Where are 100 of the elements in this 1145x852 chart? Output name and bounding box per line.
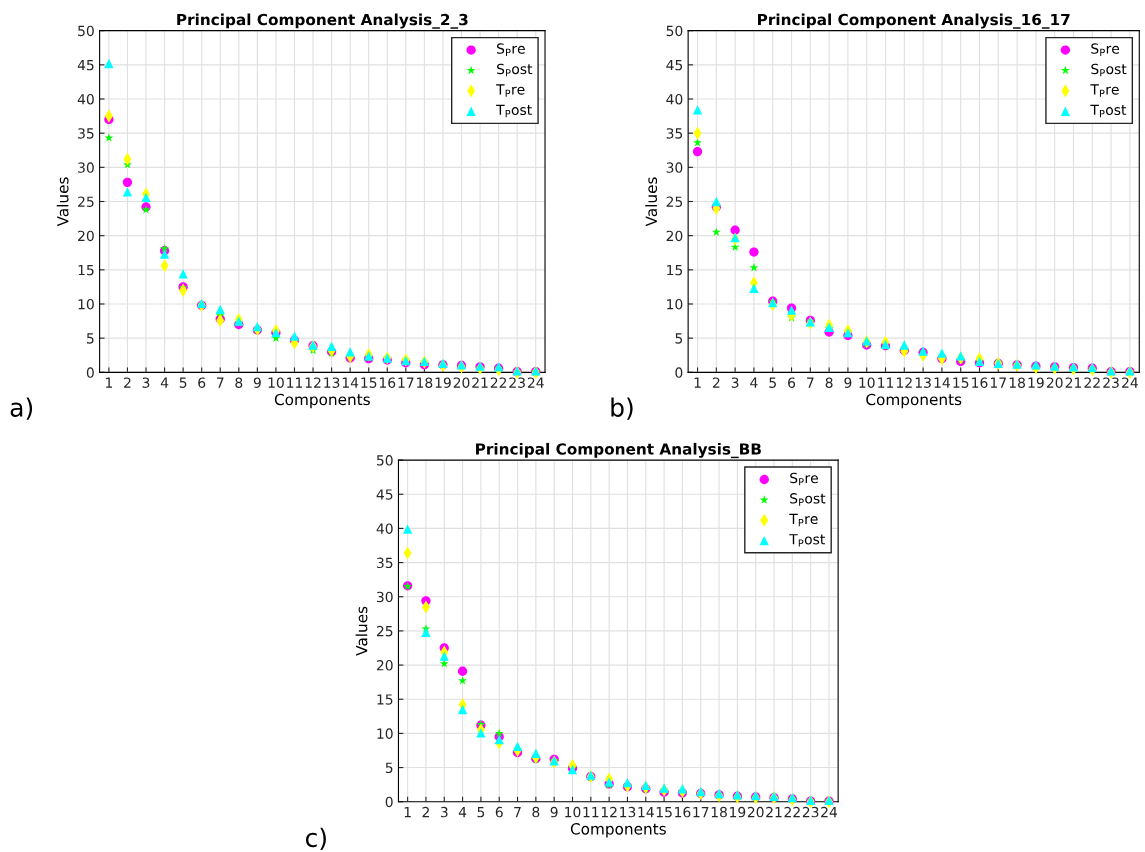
x-tick-label: 11 xyxy=(583,807,599,818)
x-tick-label: 13 xyxy=(915,377,931,388)
y-tick-label: 40 xyxy=(666,93,683,105)
x-tick-label: 8 xyxy=(532,806,540,818)
x-tick-label: 13 xyxy=(324,377,340,388)
x-tick-label: 7 xyxy=(514,807,521,818)
x-tick-label: 6 xyxy=(198,377,206,388)
x-tick-label: 15 xyxy=(361,377,377,388)
x-tick-label: 24 xyxy=(527,377,544,388)
x-tick-label: 19 xyxy=(435,377,451,388)
x-tick-label: 8 xyxy=(235,377,243,388)
x-tick-label: 6 xyxy=(788,377,796,388)
legend-label: S$_{P}$re xyxy=(790,472,818,486)
x-tick-label: 16 xyxy=(379,377,396,388)
x-tick-label: 9 xyxy=(550,806,558,818)
y-tick-label: 25 xyxy=(666,196,683,207)
x-tick-label: 9 xyxy=(253,377,261,388)
y-tick-label: 40 xyxy=(77,93,94,105)
x-tick-label: 15 xyxy=(656,807,672,818)
x-tick-label: 15 xyxy=(953,377,969,388)
x-tick-label: 4 xyxy=(160,377,169,388)
x-tick-label: 8 xyxy=(825,377,833,388)
x-tick-label: 21 xyxy=(472,377,488,388)
x-tick-label: 2 xyxy=(124,377,131,388)
x-tick-label: 21 xyxy=(766,806,782,818)
x-tick-label: 22 xyxy=(784,806,800,818)
x-tick-label: 18 xyxy=(711,806,727,818)
x-tick-label: 6 xyxy=(495,806,503,818)
x-tick-label: 22 xyxy=(1084,377,1100,388)
text: b) xyxy=(611,397,633,420)
y-tick-label: 5 xyxy=(675,333,683,344)
x-tick-label: 14 xyxy=(638,807,654,818)
x-tick-label: 10 xyxy=(268,377,284,388)
y-tick-label: 15 xyxy=(78,264,94,276)
legend-label: S$_{P}$re xyxy=(497,43,525,56)
x-tick-label: 9 xyxy=(844,377,852,388)
chart-title: Principal Component Analysis_16_17 xyxy=(758,13,1070,29)
x-tick-label: 10 xyxy=(565,806,581,818)
x-tick-label: 23 xyxy=(802,806,819,818)
y-tick-label: 30 xyxy=(376,591,393,603)
x-tick-label: 7 xyxy=(807,377,814,388)
y-tick-label: 25 xyxy=(78,196,94,207)
x-tick-label: 5 xyxy=(179,377,187,388)
y-tick-label: 15 xyxy=(667,264,683,276)
y-tick-label: 45 xyxy=(77,59,94,71)
x-tick-label: 4 xyxy=(750,377,758,388)
text: c) xyxy=(305,827,326,851)
x-tick-label: 18 xyxy=(1009,377,1025,388)
legend-label: T$_{P}$ost xyxy=(496,104,532,118)
y-tick-label: 25 xyxy=(376,625,393,637)
y-tick-label: 40 xyxy=(376,523,393,534)
x-tick-label: 20 xyxy=(747,806,764,818)
y-tick-label: 30 xyxy=(666,162,683,173)
y-tick-label: 35 xyxy=(78,128,94,139)
y-tick-label: 0 xyxy=(86,367,94,378)
x-axis-title: Components xyxy=(866,393,962,409)
x-tick-label: 3 xyxy=(142,377,150,388)
x-tick-label: 17 xyxy=(398,377,414,388)
x-tick-label: 2 xyxy=(712,377,720,388)
y-axis-title: Values xyxy=(56,177,69,227)
y-tick-label: 15 xyxy=(377,694,393,705)
x-tick-label: 23 xyxy=(509,377,525,388)
x-tick-label: 12 xyxy=(897,377,912,388)
y-tick-label: 5 xyxy=(86,333,94,344)
x-tick-label: 4 xyxy=(458,807,467,818)
y-tick-label: 20 xyxy=(376,660,393,671)
chart-title: Principal Component Analysis_2_3 xyxy=(177,13,468,29)
x-tick-label: 1 xyxy=(106,377,113,388)
y-tick-label: 35 xyxy=(666,128,683,139)
x-tick-label: 11 xyxy=(287,377,303,388)
x-tick-label: 5 xyxy=(769,377,776,388)
x-tick-label: 18 xyxy=(417,377,433,388)
y-tick-label: 20 xyxy=(78,230,94,242)
x-tick-label: 20 xyxy=(1046,377,1063,388)
x-tick-label: 11 xyxy=(878,377,894,388)
y-axis-title: Values xyxy=(645,177,658,227)
legend-label: T$_{P}$re xyxy=(1090,84,1119,97)
legend-label: T$_{P}$ost xyxy=(789,534,825,547)
y-tick-label: 10 xyxy=(667,298,683,310)
x-tick-label: 19 xyxy=(730,806,746,818)
x-tick-label: 21 xyxy=(1065,377,1082,388)
x-tick-label: 17 xyxy=(693,807,709,818)
y-tick-label: 50 xyxy=(78,25,94,37)
y-tick-label: 0 xyxy=(675,367,683,378)
x-tick-label: 14 xyxy=(934,377,950,388)
legend-label: S$_{P}$ost xyxy=(497,63,533,77)
x-tick-label: 16 xyxy=(675,806,691,818)
x-tick-label: 10 xyxy=(859,377,875,388)
y-tick-label: 10 xyxy=(78,298,94,310)
y-tick-label: 0 xyxy=(385,796,393,808)
x-tick-label: 1 xyxy=(404,807,411,818)
x-tick-label: 13 xyxy=(620,806,636,818)
x-tick-label: 22 xyxy=(490,377,507,388)
legend-label: S$_{P}$ost xyxy=(1091,63,1127,77)
y-tick-label: 45 xyxy=(376,489,393,500)
x-tick-label: 24 xyxy=(1122,377,1138,388)
x-tick-label: 24 xyxy=(821,806,838,818)
legend-label: S$_{P}$ost xyxy=(790,493,826,506)
x-tick-label: 17 xyxy=(990,377,1006,388)
x-tick-label: 2 xyxy=(422,806,429,818)
